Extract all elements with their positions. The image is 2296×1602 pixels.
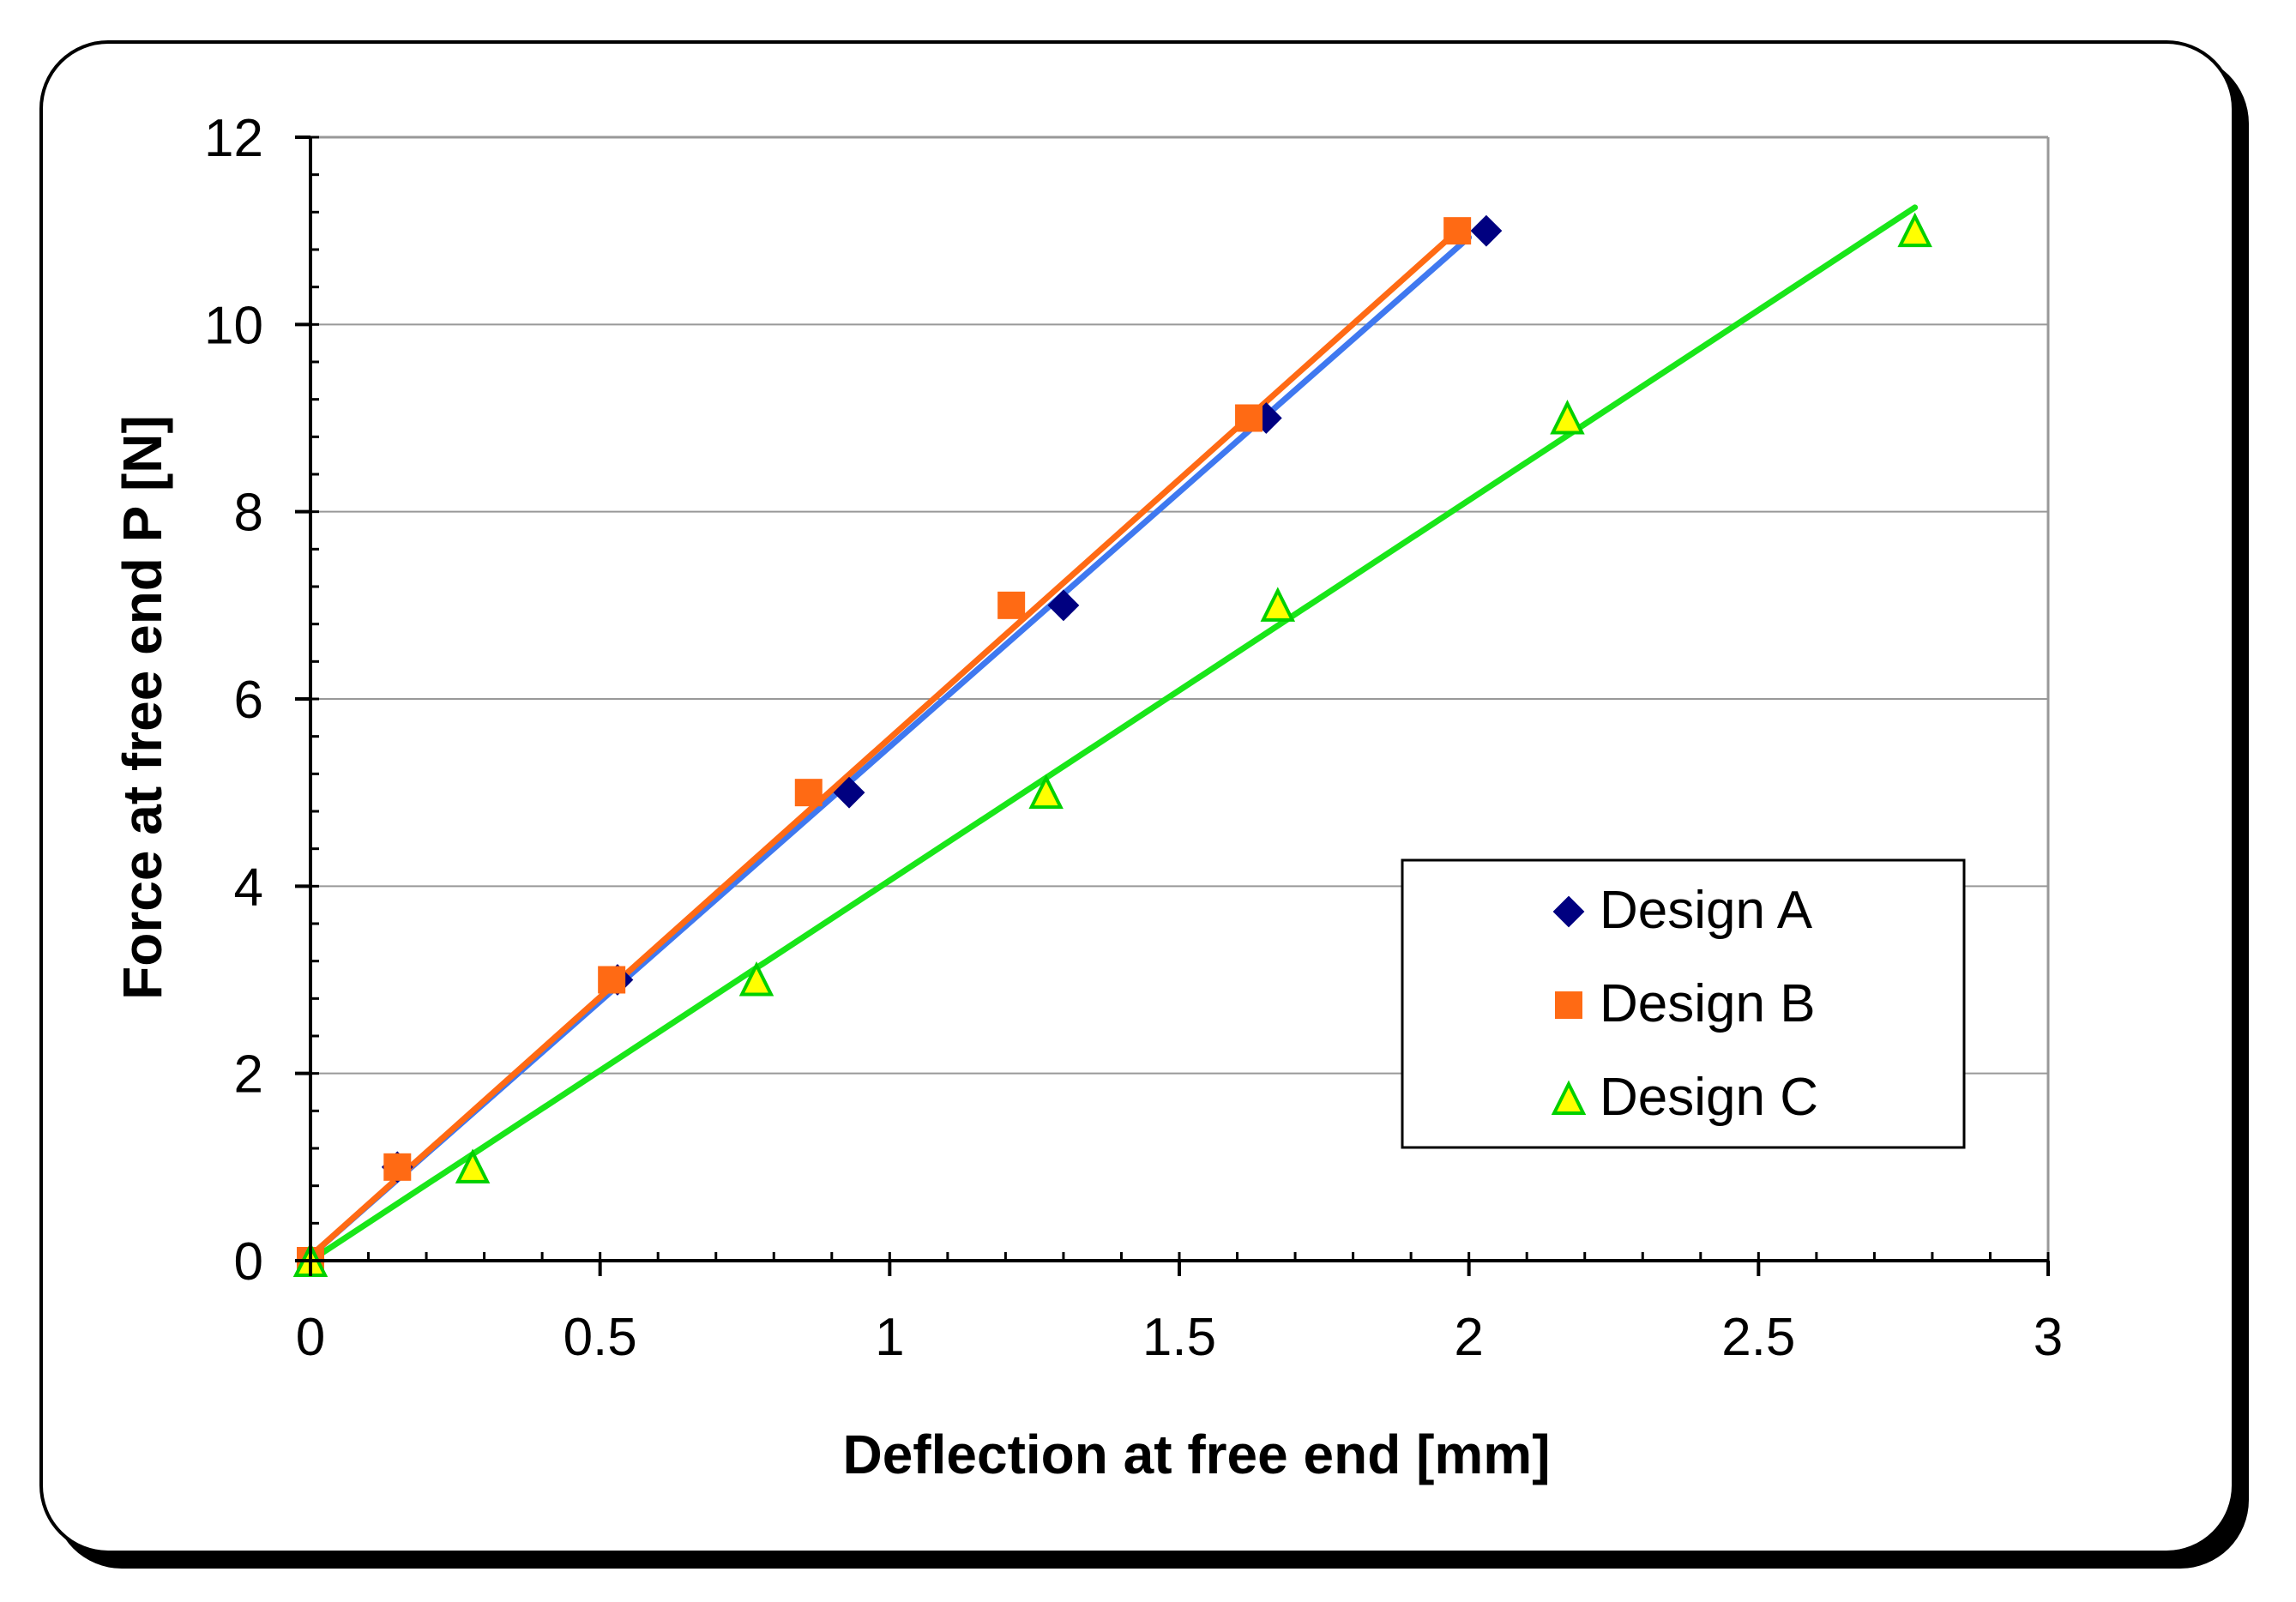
y-tick-label: 0: [234, 1232, 263, 1292]
legend-box: [1401, 858, 1966, 1149]
marker-design-b: [997, 591, 1026, 619]
marker-design-a: [1470, 214, 1503, 247]
axes: [295, 136, 2050, 1276]
y-tick-label: 8: [234, 484, 263, 543]
marker-design-b: [598, 966, 626, 994]
marker-design-c: [1897, 212, 1932, 248]
data-markers: [292, 212, 1932, 1277]
y-axis-title: Force at free end P [N]: [111, 415, 173, 1000]
legend-label-design-b: Design B: [1600, 974, 1816, 1033]
y-tick-label: 6: [234, 671, 263, 730]
marker-design-b: [1235, 404, 1263, 432]
x-tick-label: 1.5: [1142, 1308, 1216, 1367]
marker-design-c: [1028, 774, 1064, 810]
x-tick-label: 1: [875, 1308, 904, 1367]
x-tick-label: 3: [2034, 1308, 2063, 1367]
legend-symbol: [1552, 895, 1585, 928]
trendline-design-b: [307, 227, 1461, 1260]
legend-symbol: [1551, 1080, 1587, 1115]
x-axis-title: Deflection at free end [mm]: [842, 1424, 1550, 1485]
legend-marker-design-c: [1551, 1080, 1587, 1115]
x-tick-label: 0: [296, 1308, 325, 1367]
trendlines: [307, 204, 1919, 1264]
y-tick-label: 4: [234, 858, 263, 917]
y-tick-label: 10: [204, 296, 263, 355]
y-tick-label: 2: [234, 1045, 263, 1105]
marker-design-b: [383, 1153, 412, 1181]
legend-marker-design-b: [1555, 991, 1582, 1019]
trendline-design-c: [307, 204, 1919, 1264]
tick-labels: 0 0.5 1 1.5 2 2.5 3 0 2 4 6 8 10 12: [204, 109, 2063, 1367]
marker-design-c: [455, 1148, 491, 1183]
legend: Design A Design B Design C: [1401, 858, 1966, 1149]
y-tick-label: 12: [204, 109, 263, 168]
x-tick-label: 2.5: [1721, 1308, 1795, 1367]
legend-entry-design-c: Design C: [1551, 1068, 1818, 1127]
legend-label-design-a: Design A: [1600, 881, 1813, 940]
marker-design-a: [1047, 589, 1080, 622]
legend-marker-design-a: [1552, 895, 1585, 928]
x-tick-label: 0.5: [563, 1308, 637, 1367]
legend-entry-design-b: Design B: [1555, 974, 1816, 1033]
x-tick-label: 2: [1454, 1308, 1483, 1367]
marker-design-c: [1550, 400, 1585, 435]
marker-design-b: [1443, 217, 1472, 245]
marker-design-c: [738, 961, 774, 997]
marker-design-c: [1260, 587, 1296, 622]
legend-entry-design-a: Design A: [1552, 881, 1813, 940]
marker-design-a: [833, 776, 865, 809]
legend-label-design-c: Design C: [1600, 1068, 1818, 1127]
legend-symbol: [1555, 991, 1582, 1019]
marker-design-b: [794, 779, 823, 807]
